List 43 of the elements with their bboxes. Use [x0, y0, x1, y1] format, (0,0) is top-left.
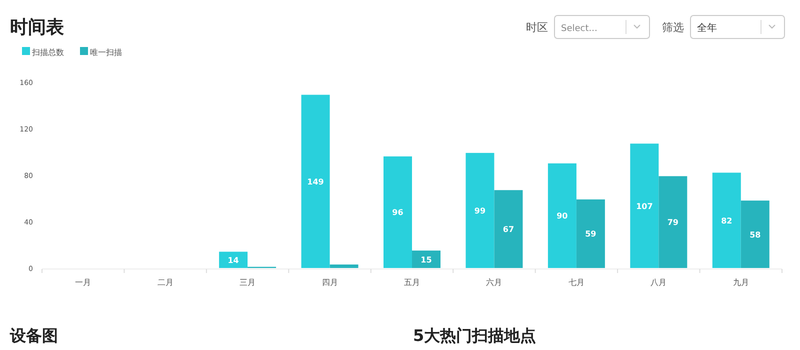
- data-label: 58: [750, 230, 762, 240]
- data-label: 96: [392, 208, 404, 218]
- legend-label: 唯一扫描: [90, 48, 122, 57]
- bar: [412, 250, 440, 268]
- text: 全年: [697, 22, 717, 34]
- data-label: 90: [556, 212, 568, 221]
- data-label: 149: [307, 177, 324, 186]
- x-tick-label: 九月: [732, 278, 749, 287]
- x-tick-label: 七月: [568, 278, 584, 287]
- bar: [219, 252, 248, 268]
- text: 时区: [526, 21, 548, 34]
- data-label: 14: [228, 256, 240, 265]
- bar: [548, 163, 576, 268]
- bar: [301, 94, 330, 268]
- bar: [384, 156, 412, 268]
- bar: [658, 176, 688, 268]
- x-tick-label: 五月: [404, 278, 420, 287]
- data-label: 15: [420, 255, 432, 264]
- text: Select...: [561, 24, 598, 34]
- bar: [712, 172, 741, 268]
- x-tick-label: 三月: [240, 278, 256, 287]
- data-label: 107: [636, 202, 653, 211]
- x-tick-label: 一月: [75, 278, 92, 287]
- data-label: 67: [502, 225, 514, 234]
- text: 设备图: [9, 326, 58, 345]
- bar: [576, 199, 605, 268]
- bar: [466, 152, 494, 268]
- chart-title: 时间表: [10, 17, 64, 38]
- legend-label: 扫描总数: [31, 48, 64, 57]
- bar: [630, 144, 659, 268]
- data-label: 59: [585, 230, 597, 239]
- bar: [740, 200, 770, 268]
- data-label: 82: [721, 216, 732, 226]
- data-label: 99: [474, 206, 486, 216]
- text: 筛选: [662, 21, 684, 34]
- text: 5大热门扫描地点: [413, 326, 536, 345]
- bar: [330, 264, 358, 268]
- x-tick-label: 四月: [322, 278, 338, 287]
- x-tick-label: 二月: [157, 278, 174, 287]
- x-tick-label: 六月: [486, 278, 502, 287]
- x-tick-label: 八月: [650, 278, 667, 287]
- data-label: 79: [667, 218, 679, 228]
- bar: [494, 190, 523, 268]
